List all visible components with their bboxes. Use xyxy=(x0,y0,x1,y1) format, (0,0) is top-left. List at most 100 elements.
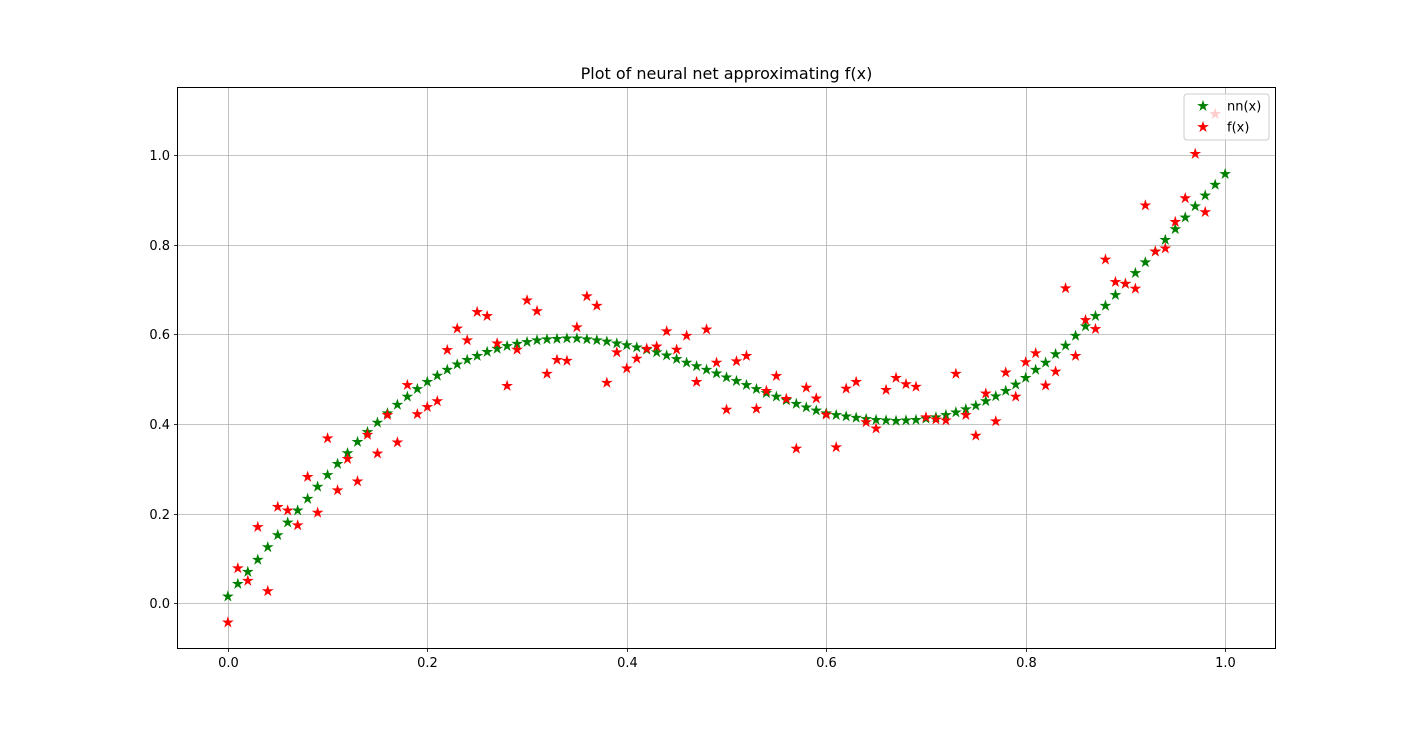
f-point xyxy=(541,367,553,379)
nn-point xyxy=(241,565,254,577)
nn-point xyxy=(1079,320,1092,332)
nn-point xyxy=(471,349,484,361)
nn-point xyxy=(1039,356,1052,368)
nn-point xyxy=(740,378,753,391)
nn-point xyxy=(750,382,763,395)
nn-point xyxy=(1099,299,1112,311)
nn-point xyxy=(1059,339,1072,351)
chart-title: Plot of neural net approximating f(x) xyxy=(581,64,873,83)
nn-point xyxy=(581,333,593,345)
f-point xyxy=(231,562,244,574)
f-point xyxy=(451,322,464,334)
y-tick-label: 0.2 xyxy=(149,508,170,523)
f-point xyxy=(1059,282,1072,294)
f-point xyxy=(1149,245,1162,257)
f-point xyxy=(351,475,364,487)
nn-point xyxy=(690,360,703,372)
legend-marker xyxy=(1197,120,1209,132)
f-point xyxy=(361,428,374,440)
f-point xyxy=(261,584,274,597)
nn-point xyxy=(281,516,294,528)
f-point xyxy=(421,400,434,412)
f-point xyxy=(401,378,414,391)
nn-point xyxy=(1179,211,1192,223)
f-point xyxy=(1019,356,1032,368)
nn-point xyxy=(680,356,693,368)
f-point xyxy=(870,422,882,434)
nn-point xyxy=(1219,167,1232,180)
nn-point xyxy=(1189,200,1202,212)
nn-point xyxy=(1069,329,1082,341)
f-point xyxy=(381,408,394,421)
f-point xyxy=(221,616,234,628)
f-point xyxy=(660,325,673,337)
nn-point xyxy=(770,390,783,402)
f-point xyxy=(321,432,334,444)
nn-point xyxy=(830,408,843,421)
f-point xyxy=(600,376,613,388)
nn-point xyxy=(590,334,603,346)
f-point xyxy=(720,403,733,415)
nn-point xyxy=(1169,222,1182,235)
nn-point xyxy=(650,346,663,358)
nn-point xyxy=(710,367,723,379)
nn-point xyxy=(541,333,553,345)
f-point xyxy=(371,447,384,459)
nn-point xyxy=(451,358,464,370)
f-point xyxy=(1099,253,1112,265)
nn-point xyxy=(321,468,334,481)
nn-point xyxy=(501,339,513,352)
f-point xyxy=(1009,390,1022,402)
f-point xyxy=(920,411,932,423)
nn-point xyxy=(840,410,853,422)
f-point xyxy=(1109,275,1122,287)
f-point xyxy=(441,343,454,356)
y-tick-label: 1.0 xyxy=(149,149,170,164)
f-point xyxy=(999,366,1012,378)
f-point xyxy=(620,362,633,374)
y-tick-label: 0.4 xyxy=(149,418,170,433)
nn-point xyxy=(999,384,1012,396)
nn-point xyxy=(291,504,304,516)
f-point xyxy=(251,520,264,533)
nn-point xyxy=(391,398,404,410)
axis-ticks: 0.0 0.2 0.4 0.6 0.8 1.0 0.0 0.2 0.4 0.6 0.8 1.0 xyxy=(149,149,1236,671)
f-point xyxy=(750,402,763,414)
f-point xyxy=(590,299,603,311)
nn-point xyxy=(850,411,863,423)
f-point xyxy=(930,413,942,425)
f-point xyxy=(391,436,404,448)
f-point xyxy=(461,334,474,346)
legend-label: nn(x) xyxy=(1227,100,1261,115)
axes-frame xyxy=(177,87,1276,649)
nn-point xyxy=(561,332,573,344)
nn-point xyxy=(311,480,324,492)
nn-point xyxy=(221,590,234,602)
f-point xyxy=(860,416,872,428)
f-point xyxy=(610,346,623,358)
nn-point xyxy=(1129,266,1142,279)
f-point xyxy=(989,415,1002,427)
nn-point xyxy=(670,352,683,365)
f-point xyxy=(281,504,294,516)
f-point xyxy=(670,343,683,355)
nn-point xyxy=(1209,178,1222,190)
nn-point xyxy=(730,374,743,386)
nn-point xyxy=(910,413,922,425)
f-point xyxy=(790,442,803,454)
f-point xyxy=(571,321,583,333)
f-point xyxy=(301,470,314,482)
f-point xyxy=(959,408,972,421)
f-point xyxy=(880,383,892,395)
nn-point xyxy=(989,390,1002,402)
f-point xyxy=(1089,322,1102,335)
series-nn xyxy=(221,167,1232,602)
f-point xyxy=(1179,192,1192,204)
nn-point xyxy=(810,404,823,416)
f-point xyxy=(561,354,573,366)
f-point xyxy=(1129,282,1142,294)
x-tick-label: 0.4 xyxy=(617,656,638,671)
f-point xyxy=(581,290,593,302)
f-point xyxy=(979,387,992,399)
